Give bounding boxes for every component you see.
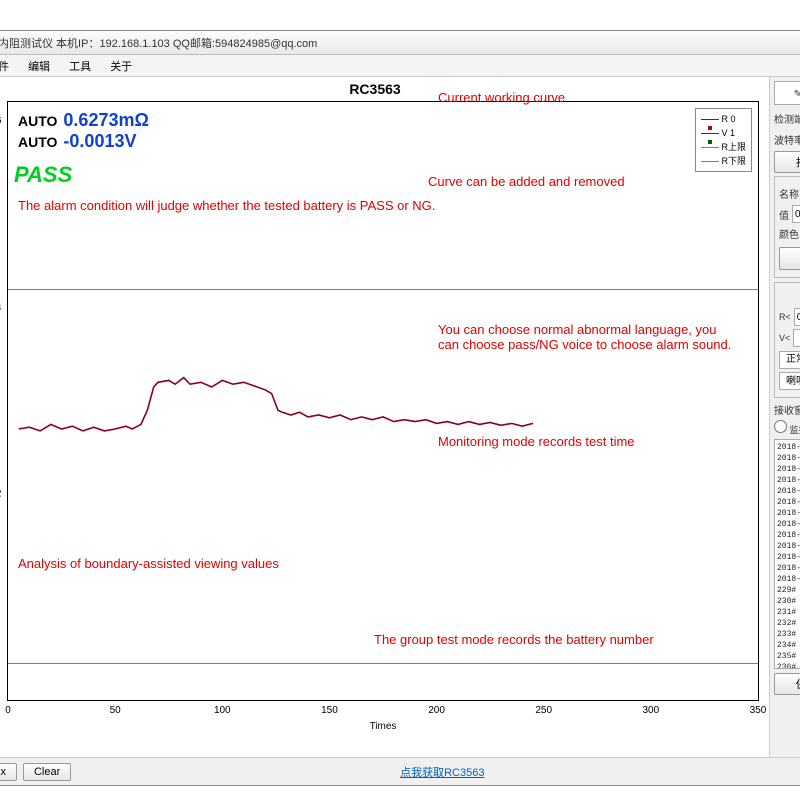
chart-title: RC3563	[0, 77, 769, 101]
sidebar: ✎ 串口通信 ⟳ 网络通信 检测端口： COM3 波特率： 115200 打开串…	[769, 77, 800, 757]
radio-monitor[interactable]: 监控模式	[774, 420, 800, 436]
save-data-button[interactable]: 保存数据	[774, 673, 800, 695]
clear-button[interactable]: Clear	[23, 763, 71, 781]
value-input[interactable]	[792, 205, 800, 223]
r-low-label: R<	[779, 312, 791, 322]
color-label: 颜色	[779, 226, 799, 241]
annot-4: You can choose normal abnormal language,…	[438, 322, 738, 352]
port-label: 检测端口：	[774, 111, 800, 126]
plot: AUTO0.6273mΩ AUTO-0.0013V PASS R 0V 1R上限…	[7, 101, 759, 701]
alarm-title: 报警设置	[779, 290, 800, 305]
footer-bar: ix Clear 点我获取RC3563 清空计数 R:316 S:0	[0, 757, 800, 785]
annot-6: Analysis of boundary-assisted viewing va…	[18, 556, 279, 571]
boundary-group: 名称 值 颜色 添加界线	[774, 176, 800, 278]
name-label: 名称	[779, 186, 799, 201]
content: RC3563 AUTO0.6273mΩ AUTO-0.0013V PASS R …	[0, 77, 800, 757]
annot-5: Monitoring mode records test time	[438, 434, 635, 449]
get-link[interactable]: 点我获取RC3563	[400, 767, 484, 779]
menu-edit[interactable]: 编辑	[28, 61, 50, 73]
v-low-label: V<	[779, 333, 790, 343]
recv-label: 接收窗口	[774, 402, 800, 417]
menu-file[interactable]: 文件	[0, 61, 9, 73]
chart-area: RC3563 AUTO0.6273mΩ AUTO-0.0013V PASS R …	[0, 77, 769, 757]
alarm-group: 报警设置 R<mΩ R>m V<V V>V 正常/异常 ▶ 喇叭	[774, 282, 800, 398]
open-port-button[interactable]: 打开串口	[774, 151, 800, 173]
annot-2: Curve can be added and removed	[428, 174, 625, 189]
menu-tools[interactable]: 工具	[69, 61, 91, 73]
app-window: 池内阻测试仪 本机IP：192.168.1.103 QQ邮箱:594824985…	[0, 30, 800, 786]
annot-1: Current working curve	[438, 90, 565, 105]
data-svg	[8, 102, 758, 700]
r-low-input[interactable]	[794, 308, 800, 326]
annot-3: The alarm condition will judge whether t…	[18, 198, 435, 213]
fix-button[interactable]: ix	[0, 763, 17, 781]
sound-select[interactable]: 喇叭	[779, 372, 800, 390]
comm-tabs: ✎ 串口通信 ⟳ 网络通信	[774, 81, 800, 105]
add-line-button[interactable]: 添加界线	[779, 247, 800, 270]
tab-serial[interactable]: ✎ 串口通信	[774, 81, 800, 104]
v-low-input[interactable]	[793, 329, 800, 347]
log-list[interactable]: 2018-10-08 11:33:02 0.6274mΩ -0.0013V 20…	[774, 439, 800, 669]
menubar: 文件 编辑 工具 关于	[0, 55, 800, 77]
menu-about[interactable]: 关于	[110, 61, 132, 73]
mode-select[interactable]: 正常/异常	[779, 351, 800, 369]
titlebar: 池内阻测试仪 本机IP：192.168.1.103 QQ邮箱:594824985…	[0, 31, 800, 55]
value-label: 值	[779, 207, 789, 222]
annot-7: The group test mode records the battery …	[374, 632, 654, 647]
baud-label: 波特率：	[774, 132, 800, 147]
